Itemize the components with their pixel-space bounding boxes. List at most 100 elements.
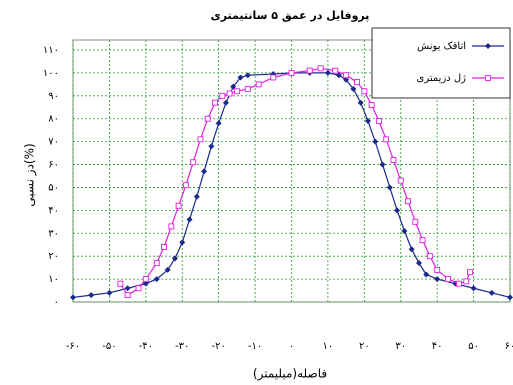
data-point [190, 159, 197, 166]
x-tick-label: ۵۰ [468, 341, 479, 352]
y-tick-label: ۱۰۰ [43, 68, 59, 79]
y-tick-label: ۰ [54, 297, 59, 308]
data-point [426, 253, 433, 260]
data-point [186, 216, 193, 223]
data-point [142, 280, 149, 287]
x-tick-label: ۲۰ [359, 341, 370, 352]
series-line [119, 67, 471, 296]
data-point [335, 72, 342, 79]
data-point [412, 218, 419, 225]
x-tick-label: ۱۰ [323, 341, 334, 352]
data-point [153, 276, 160, 283]
data-point [466, 269, 473, 276]
data-point [408, 246, 415, 253]
data-point [507, 294, 513, 301]
data-point [317, 65, 324, 72]
data-point [153, 260, 160, 267]
data-point [164, 266, 171, 273]
data-point [124, 292, 131, 299]
data-point [215, 120, 222, 127]
y-axis-label: دز نسبی(%) [23, 143, 38, 206]
data-point [405, 198, 411, 205]
data-point [361, 88, 368, 95]
data-point [423, 271, 430, 278]
y-tick-label: ۹۰ [48, 91, 59, 102]
data-point [212, 99, 218, 106]
data-point [175, 202, 182, 209]
data-point [208, 143, 215, 150]
y-tick-label: ۸۰ [48, 114, 59, 125]
data-point [161, 244, 167, 250]
data-point [124, 285, 131, 292]
x-tick-label: ۴۰ [432, 341, 443, 352]
data-point [244, 72, 251, 79]
legend-label: ژل دزیمتری [417, 73, 467, 84]
data-point [463, 278, 470, 285]
legend-marker [485, 75, 491, 81]
data-point [270, 74, 277, 81]
data-point [434, 276, 441, 283]
legend [371, 27, 511, 99]
data-point [193, 193, 200, 200]
data-point [117, 280, 124, 287]
y-tick-label: ۵۰ [48, 182, 59, 193]
x-tick-label: -۲۰ [211, 341, 225, 352]
y-tick-label: ۴۰ [48, 205, 59, 216]
data-point [364, 118, 371, 125]
legend-marker [485, 43, 491, 49]
data-point [415, 260, 422, 267]
data-point [401, 227, 408, 234]
data-point [375, 118, 382, 124]
data-point [488, 289, 495, 296]
y-tick-label: ۱۰ [48, 274, 59, 285]
data-point [372, 138, 379, 145]
data-point [350, 85, 357, 92]
data-point [255, 81, 262, 88]
data-point [419, 237, 426, 244]
y-tick-label: ۶۰ [48, 160, 59, 171]
data-point [226, 90, 233, 97]
data-point [219, 92, 226, 99]
data-point [434, 266, 441, 273]
data-point [397, 177, 404, 184]
data-point [237, 74, 244, 81]
x-tick-label: ۰ [289, 341, 294, 352]
chart-title: پروفایل در عمق ۵ سانتیمتری [211, 9, 370, 22]
x-tick-label: ۶۰ [505, 341, 513, 352]
x-tick-label: -۴۰ [139, 341, 153, 352]
legend-label: اتاقک یونش [417, 41, 466, 52]
y-tick-label: ۲۰ [48, 251, 59, 262]
data-point [288, 69, 295, 76]
data-point [357, 99, 364, 106]
x-tick-label: -۶۰ [66, 341, 80, 352]
data-point [343, 72, 350, 79]
data-point [386, 184, 393, 191]
data-point [233, 88, 240, 95]
x-axis-label: فاصله(میلیمتر) [253, 367, 327, 382]
data-point [230, 83, 237, 90]
data-point [445, 276, 452, 283]
data-point [135, 285, 142, 292]
data-point [343, 76, 350, 83]
x-tick-label: -۵۰ [102, 341, 116, 352]
data-point [179, 239, 186, 246]
data-point [368, 102, 375, 108]
data-point [70, 294, 76, 301]
data-point [171, 255, 178, 262]
data-point [222, 99, 229, 106]
x-tick-label: -۳۰ [175, 341, 189, 352]
y-tick-label: ۳۰ [48, 228, 59, 239]
data-point [354, 79, 360, 86]
data-point [324, 69, 331, 76]
data-point [332, 67, 339, 74]
y-tick-label: ۱۱۰ [43, 45, 59, 56]
data-point [142, 276, 149, 283]
series-line [72, 72, 511, 299]
data-point [201, 168, 208, 175]
data-point [383, 136, 390, 143]
data-point [379, 161, 386, 168]
x-tick-label: ۳۰ [395, 341, 406, 352]
x-tick-label: -۱۰ [248, 341, 262, 352]
data-point [244, 85, 251, 92]
